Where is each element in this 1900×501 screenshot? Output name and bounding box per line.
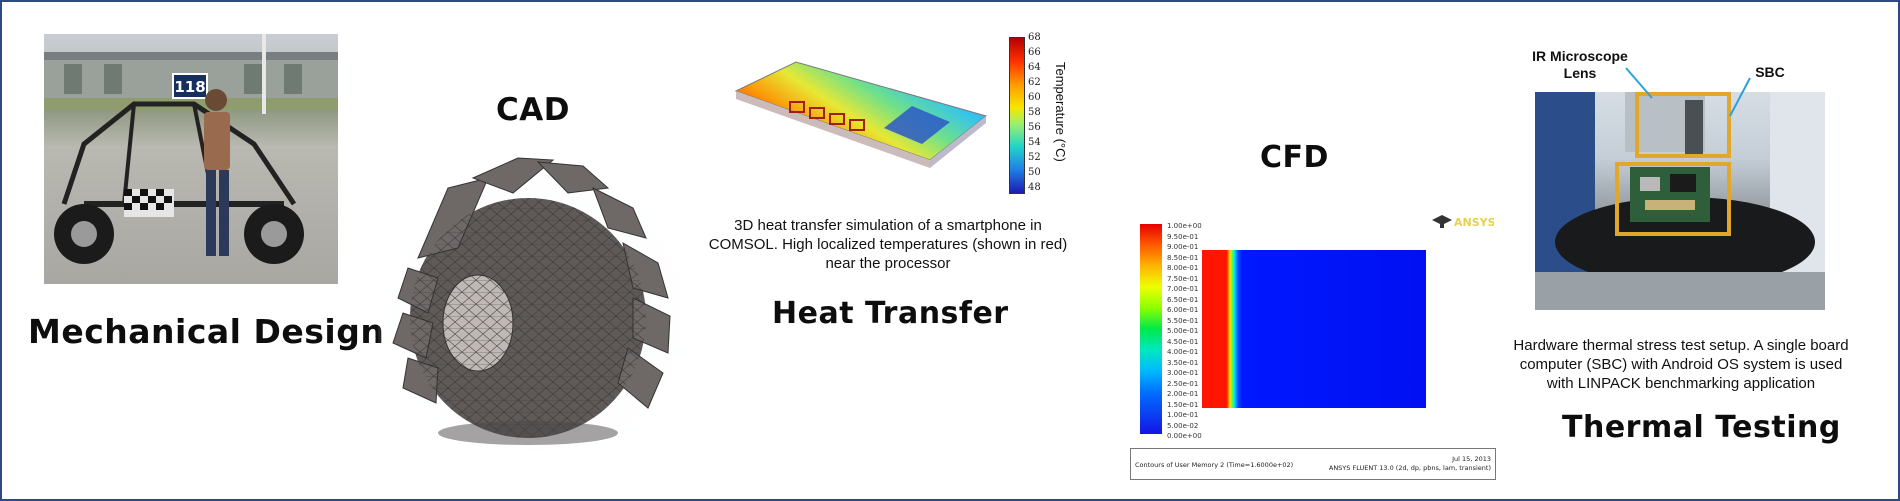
mechanical-design-title: Mechanical Design (28, 312, 385, 351)
cfd-scale-label: 5.00e-01 (1167, 327, 1199, 335)
cad-title: CAD (496, 92, 570, 128)
legend-tick: 60 (1028, 92, 1041, 103)
cfd-scale-label: 8.50e-01 (1167, 253, 1199, 262)
cfd-scale-label: 3.00e-01 (1167, 369, 1199, 377)
cfd-scale-label: 1.00e+00 (1167, 222, 1202, 230)
legend-title: Temperature (°C) (1053, 62, 1068, 162)
cfd-footer-date: Jul 15, 2013 (1452, 455, 1491, 463)
ansys-logo-text: ANSYS (1454, 216, 1494, 229)
cfd-scale-label: 9.00e-01 (1167, 243, 1199, 251)
cfd-scale-label: 2.50e-01 (1167, 379, 1199, 388)
buggy-photo: 118 (44, 34, 338, 284)
legend-tick: 50 (1028, 167, 1041, 178)
cfd-plot-footer: Contours of User Memory 2 (Time=1.6000e+… (1130, 448, 1496, 480)
cfd-scale-label: 1.50e-01 (1167, 400, 1199, 409)
cfd-scale-label: 9.50e-01 (1167, 232, 1199, 241)
temperature-color-scale (1009, 37, 1025, 194)
car-number: 118 (174, 78, 205, 96)
smartphone-thermal-model (732, 56, 992, 186)
ir-lens-label: IR Microscope Lens (1532, 48, 1628, 81)
cfd-scale-label: 2.00e-01 (1167, 390, 1199, 398)
legend-tick: 56 (1028, 122, 1041, 133)
cfd-scale-label: 4.50e-01 (1167, 337, 1199, 346)
ir-lens-highlight-box (1635, 92, 1731, 158)
heat-transfer-title: Heat Transfer (772, 296, 1009, 331)
thermal-test-rig-photo (1535, 92, 1825, 310)
gear-mesh-image (378, 148, 698, 452)
thermal-testing-caption: Hardware thermal stress test setup. A si… (1513, 337, 1849, 392)
cfd-scale-label: 7.00e-01 (1167, 285, 1199, 293)
cfd-footer-solver: ANSYS FLUENT 13.0 (2d, dp, pbns, lam, tr… (1328, 464, 1491, 472)
cfd-title: CFD (1260, 140, 1329, 175)
cfd-scale-label: 5.50e-01 (1167, 316, 1199, 325)
cfd-color-scale (1140, 224, 1162, 434)
sbc-label: SBC (1755, 64, 1785, 80)
cfd-scale-label: 4.00e-01 (1167, 348, 1199, 356)
cfd-scale-label: 8.00e-01 (1167, 264, 1199, 272)
ansys-logo: ANSYS (1430, 212, 1496, 234)
legend-tick: 52 (1028, 152, 1041, 163)
cfd-scale-label: 3.50e-01 (1167, 358, 1199, 367)
cfd-footer-left: Contours of User Memory 2 (Time=1.6000e+… (1135, 461, 1294, 469)
legend-tick: 68 (1028, 32, 1041, 43)
cfd-scale-label: 7.50e-01 (1167, 274, 1199, 283)
legend-tick: 66 (1028, 47, 1041, 58)
cfd-scale-label: 1.00e-01 (1167, 411, 1199, 419)
cfd-scale-label: 6.50e-01 (1167, 295, 1199, 304)
legend-tick: 62 (1028, 77, 1041, 88)
cfd-scale-label: 0.00e+00 (1167, 432, 1202, 440)
legend-tick: 64 (1028, 62, 1041, 73)
legend-tick: 54 (1028, 137, 1041, 148)
cfd-scale-label: 5.00e-02 (1167, 421, 1199, 430)
thermal-testing-title: Thermal Testing (1562, 410, 1841, 445)
sbc-highlight-box (1615, 162, 1731, 236)
legend-tick: 58 (1028, 107, 1041, 118)
heat-transfer-caption: 3D heat transfer simulation of a smartph… (708, 217, 1068, 272)
cfd-contour-field (1202, 250, 1426, 408)
legend-tick: 48 (1028, 182, 1041, 193)
callout-lines (1625, 67, 1751, 117)
cfd-scale-label: 6.00e-01 (1167, 306, 1199, 314)
